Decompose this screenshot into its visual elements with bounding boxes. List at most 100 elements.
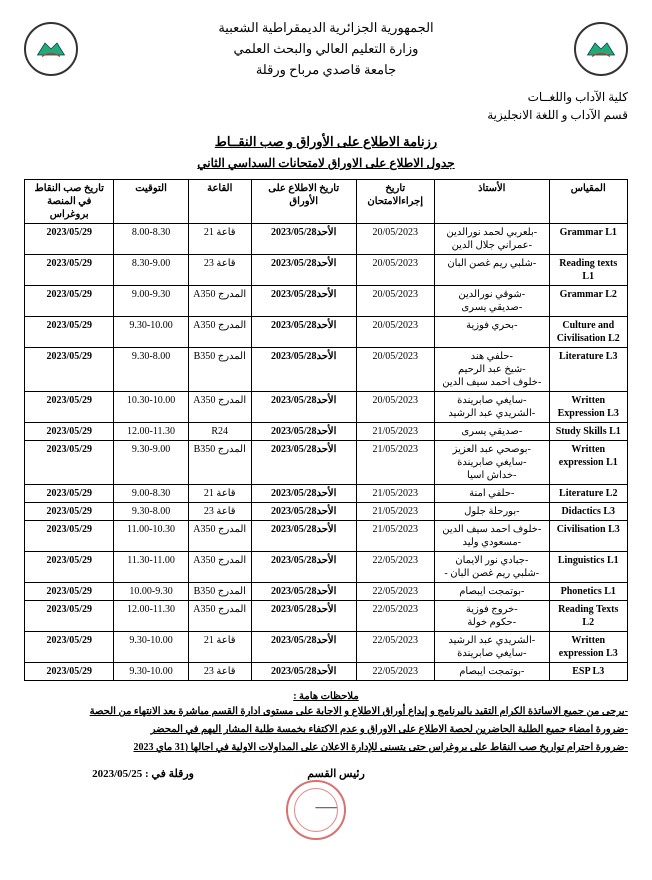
cell: 12.00-11.30	[114, 423, 188, 441]
place-date: ورقلة في : 2023/05/25	[24, 767, 194, 780]
notes-title: ملاحظات هامة :	[24, 691, 628, 702]
cell: 22/05/2023	[356, 632, 435, 663]
cell: المدرج A350	[188, 392, 251, 423]
col-date-upload: تاريخ صب النقاط في المنصة بروغراس	[25, 180, 114, 224]
cell: المدرج B350	[188, 348, 251, 392]
cell: الأحد2023/05/28	[251, 392, 356, 423]
cell: 2023/05/29	[25, 521, 114, 552]
table-row: Civilisation L3-خلوف احمد سيف الدين -مسع…	[25, 521, 628, 552]
table-row: Linguistics L1-جبادي نور الايمان -شلبي ر…	[25, 552, 628, 583]
cell: 8.00-8.30	[114, 224, 188, 255]
cell: -الشريدي عبد الرشيد -سايغي صابريندة	[435, 632, 549, 663]
cell: 2023/05/29	[25, 255, 114, 286]
cell: 21/05/2023	[356, 485, 435, 503]
faculty-line1: كلية الآداب واللغــات	[24, 88, 628, 106]
cell: 20/05/2023	[356, 348, 435, 392]
cell: 22/05/2023	[356, 663, 435, 681]
cell: -خلوف احمد سيف الدين -مسعودي وليد	[435, 521, 549, 552]
col-time: التوقيت	[114, 180, 188, 224]
cell: Literature L3	[549, 348, 628, 392]
cell: -حلفي امنة	[435, 485, 549, 503]
cell: 11.00-10.30	[114, 521, 188, 552]
cell: المدرج A350	[188, 317, 251, 348]
table-row: Phonetics L1-بوتمجت ايبصام22/05/2023الأح…	[25, 583, 628, 601]
cell: 9.30-8.00	[114, 348, 188, 392]
table-row: ESP L3-بوتمجت ايبصام22/05/2023الأحد2023/…	[25, 663, 628, 681]
cell: المدرج A350	[188, 521, 251, 552]
cell: الأحد2023/05/28	[251, 348, 356, 392]
cell: -بحري فوزية	[435, 317, 549, 348]
cell: الأحد2023/05/28	[251, 286, 356, 317]
cell: 21/05/2023	[356, 521, 435, 552]
cell: الأحد2023/05/28	[251, 485, 356, 503]
cell: 2023/05/29	[25, 423, 114, 441]
cell: -سايغي صابريندة -الشريدي عبد الرشيد	[435, 392, 549, 423]
cell: قاعة 21	[188, 485, 251, 503]
schedule-table: المقياس الأستاذ تاريخ إجراءالامتحان تاري…	[24, 179, 628, 681]
cell: R24	[188, 423, 251, 441]
cell: 2023/05/29	[25, 224, 114, 255]
cell: 2023/05/29	[25, 601, 114, 632]
cell: الأحد2023/05/28	[251, 503, 356, 521]
cell: -صديقي يسرى	[435, 423, 549, 441]
title-sub: جدول الاطلاع على الاوراق لامتحانات السدا…	[24, 156, 628, 171]
cell: 10.30-10.00	[114, 392, 188, 423]
cell: 2023/05/29	[25, 632, 114, 663]
cell: -بورحلة جلول	[435, 503, 549, 521]
cell: 21/05/2023	[356, 423, 435, 441]
cell: Civilisation L3	[549, 521, 628, 552]
cell: المدرج A350	[188, 601, 251, 632]
cell: قاعة 23	[188, 255, 251, 286]
table-row: Grammar L1-بلعربي لحمد نورالدين -عمراني …	[25, 224, 628, 255]
cell: الأحد2023/05/28	[251, 317, 356, 348]
note-3: -ضرورة احترام تواريخ صب النقاط على بروغر…	[24, 741, 628, 755]
cell: الأحد2023/05/28	[251, 632, 356, 663]
cell: 9.30-10.00	[114, 663, 188, 681]
cell: 9.30-8.00	[114, 503, 188, 521]
footer-row: رئيس القسم ــــــــ ورقلة في : 2023/05/2…	[24, 767, 628, 840]
cell: 2023/05/29	[25, 503, 114, 521]
table-row: Didactics L3-بورحلة جلول21/05/2023الأحد2…	[25, 503, 628, 521]
table-row: Reading texts L1-شلبي ريم غصن البان20/05…	[25, 255, 628, 286]
cell: Phonetics L1	[549, 583, 628, 601]
cell: 9.00-8.30	[114, 485, 188, 503]
cell: الأحد2023/05/28	[251, 663, 356, 681]
cell: قاعة 23	[188, 503, 251, 521]
cell: Grammar L1	[549, 224, 628, 255]
cell: 20/05/2023	[356, 286, 435, 317]
cell: 22/05/2023	[356, 601, 435, 632]
cell: -شلبي ريم غصن البان	[435, 255, 549, 286]
cell: 22/05/2023	[356, 583, 435, 601]
table-body: Grammar L1-بلعربي لحمد نورالدين -عمراني …	[25, 224, 628, 681]
table-row: Culture and Civilisation L2-بحري فوزية20…	[25, 317, 628, 348]
cell: Linguistics L1	[549, 552, 628, 583]
table-row: Written Expression L3-سايغي صابريندة -ال…	[25, 392, 628, 423]
cell: المدرج A350	[188, 286, 251, 317]
header-line2: وزارة التعليم العالي والبحث العلمي	[86, 39, 566, 60]
header-line1: الجمهورية الجزائرية الديمقراطية الشعبية	[86, 18, 566, 39]
cell: 2023/05/29	[25, 663, 114, 681]
table-row: Literature L3-حلفي هند -شيخ عبد الرحيم -…	[25, 348, 628, 392]
table-row: Reading Texts L2-خروج فوزية -حكوم خولة22…	[25, 601, 628, 632]
cell: -شوقي نورالدين -صديقي يسرى	[435, 286, 549, 317]
title-main: رزنامة الاطلاع على الأوراق و صب النقــاط	[24, 134, 628, 150]
signature-scribble: ــــــــ	[276, 800, 376, 811]
faculty-block: كلية الآداب واللغــات قسم الآداب و اللغة…	[24, 88, 628, 124]
cell: -حلفي هند -شيخ عبد الرحيم -خلوف احمد سيف…	[435, 348, 549, 392]
cell: -بلعربي لحمد نورالدين -عمراني جلال الدين	[435, 224, 549, 255]
cell: 2023/05/29	[25, 441, 114, 485]
cell: Reading Texts L2	[549, 601, 628, 632]
signature-text: رئيس القسم	[261, 767, 411, 780]
cell: Written expression L1	[549, 441, 628, 485]
table-header-row: المقياس الأستاذ تاريخ إجراءالامتحان تاري…	[25, 180, 628, 224]
cell: -خروج فوزية -حكوم خولة	[435, 601, 549, 632]
logo-right	[574, 22, 628, 76]
cell: 9.30-10.00	[114, 317, 188, 348]
cell: الأحد2023/05/28	[251, 224, 356, 255]
cell: Written Expression L3	[549, 392, 628, 423]
cell: الأحد2023/05/28	[251, 601, 356, 632]
cell: 10.00-9.30	[114, 583, 188, 601]
faculty-line2: قسم الآداب و اللغة الانجليزية	[24, 106, 628, 124]
table-row: Written expression L3-الشريدي عبد الرشيد…	[25, 632, 628, 663]
note-2: -ضرورة امضاء جميع الطلبة الحاضرين لحصة ا…	[24, 723, 628, 737]
